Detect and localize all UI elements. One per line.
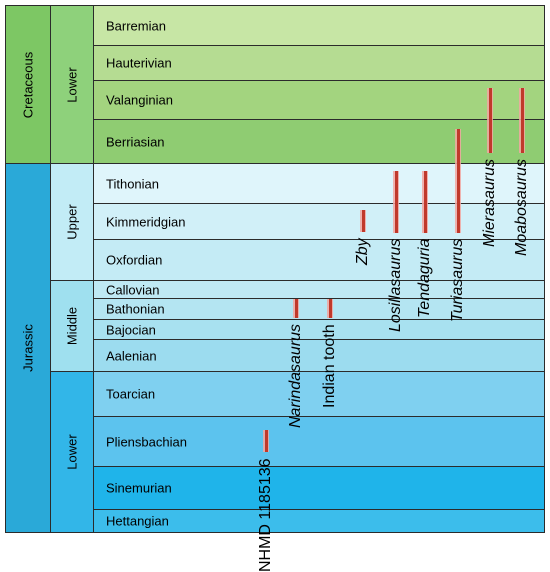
stage-label: Valanginian: [106, 92, 173, 108]
epoch-middle: Middle: [50, 280, 94, 372]
epoch-label: Lower: [64, 434, 80, 470]
stage-label: Hauterivian: [106, 55, 172, 71]
taxon-range-bar: [455, 129, 461, 233]
epoch-label: Upper: [64, 204, 80, 240]
period-label: Jurassic: [20, 324, 36, 372]
stage-label: Bathonian: [106, 301, 165, 317]
epoch-lower: Lower: [50, 5, 94, 164]
taxon-range-bar: [327, 299, 333, 318]
taxon-range-bar: [487, 87, 493, 153]
stage-barremian: Barremian: [93, 5, 545, 46]
taxon-label-turiasaurus: Turiasaurus: [449, 238, 466, 322]
stage-label: Bajocian: [106, 322, 156, 337]
taxon-label-mierasaurus: Mierasaurus: [481, 158, 498, 247]
stage-label: Berriasian: [106, 134, 165, 149]
taxon-range-bar: [519, 87, 525, 153]
epoch-label: Lower: [64, 66, 80, 103]
stage-kimmeridgian: Kimmeridgian: [93, 203, 545, 240]
stage-label: Hettangian: [106, 513, 169, 529]
taxon-range-bar: [422, 171, 428, 233]
stage-label: Toarcian: [106, 386, 156, 402]
epoch-label: Middle: [64, 306, 80, 346]
stage-valanginian: Valanginian: [93, 80, 545, 120]
stage-bathonian: Bathonian: [93, 298, 545, 320]
stage-bajocian: Bajocian: [93, 319, 545, 340]
stage-label: Kimmeridgian: [106, 214, 186, 229]
period-cretaceous: Cretaceous: [5, 5, 51, 164]
stage-label: Callovian: [106, 282, 160, 297]
epoch-upper: Upper: [50, 163, 94, 281]
taxon-label-moabosaurus: Moabosaurus: [513, 159, 530, 256]
taxon-label-narindasaurus: Narindasaurus: [287, 323, 304, 428]
stage-label: Sinemurian: [106, 480, 172, 496]
stage-label: Oxfordian: [106, 252, 163, 268]
taxon-label-losillasaurus: Losillasaurus: [387, 238, 404, 332]
stage-sinemurian: Sinemurian: [93, 466, 545, 510]
stage-aalenian: Aalenian: [93, 339, 545, 372]
taxon-label-zby: Zby: [354, 238, 371, 265]
stage-callovian: Callovian: [93, 280, 545, 299]
stage-hauterivian: Hauterivian: [93, 45, 545, 81]
stage-berriasian: Berriasian: [93, 119, 545, 164]
stage-label: Tithonian: [106, 176, 159, 191]
taxon-range-bar: [393, 171, 399, 233]
taxon-range-bar: [293, 299, 299, 318]
period-jurassic: Jurassic: [5, 163, 51, 533]
stage-label: Barremian: [106, 18, 166, 33]
taxon-range-bar: [263, 430, 269, 452]
stage-pliensbachian: Pliensbachian: [93, 416, 545, 467]
epoch-lower: Lower: [50, 371, 94, 533]
stage-label: Aalenian: [106, 348, 157, 363]
stage-toarcian: Toarcian: [93, 371, 545, 417]
stage-tithonian: Tithonian: [93, 163, 545, 204]
taxon-label-nhmd-1185136: NHMD 1185136: [257, 458, 274, 572]
period-label: Cretaceous: [20, 51, 36, 118]
geologic-timescale-diagram: Cretaceous Jurassic Lower Upper Middle Lower B…: [5, 5, 545, 572]
stage-oxfordian: Oxfordian: [93, 239, 545, 281]
taxon-label-indian-tooth: Indian tooth: [321, 324, 338, 408]
stage-label: Pliensbachian: [106, 434, 187, 449]
taxon-label-tendaguria: Tendaguria: [416, 238, 433, 318]
taxon-range-bar: [360, 210, 366, 232]
stage-hettangian: Hettangian: [93, 509, 545, 533]
